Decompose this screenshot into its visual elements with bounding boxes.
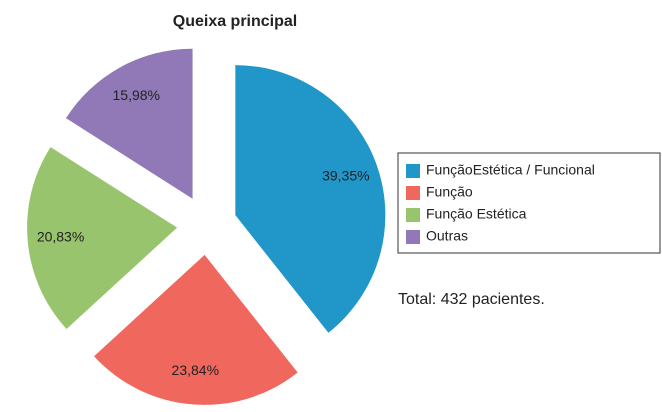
pie-slice	[66, 48, 193, 199]
legend-swatch	[406, 164, 420, 178]
legend-box	[397, 152, 661, 254]
value-label: 39,35%	[322, 167, 369, 183]
legend-label: Função Estética	[426, 206, 527, 222]
pie-slice	[94, 254, 298, 405]
pie-slice	[235, 65, 386, 333]
legend-swatch	[406, 186, 420, 200]
pie-slice	[27, 147, 178, 329]
chart-title: Queixa principal	[173, 13, 297, 30]
legend-swatch	[406, 208, 420, 222]
annotation: Total: 432 pacientes.	[398, 291, 545, 308]
value-label: 20,83%	[37, 229, 84, 245]
value-label: 23,84%	[172, 362, 219, 378]
legend-label: FunçãoEstética / Funcional	[426, 162, 595, 178]
value-label: 15,98%	[113, 87, 160, 103]
legend-label: Função	[426, 184, 473, 200]
legend-swatch	[406, 230, 420, 244]
legend-label: Outras	[426, 228, 468, 244]
